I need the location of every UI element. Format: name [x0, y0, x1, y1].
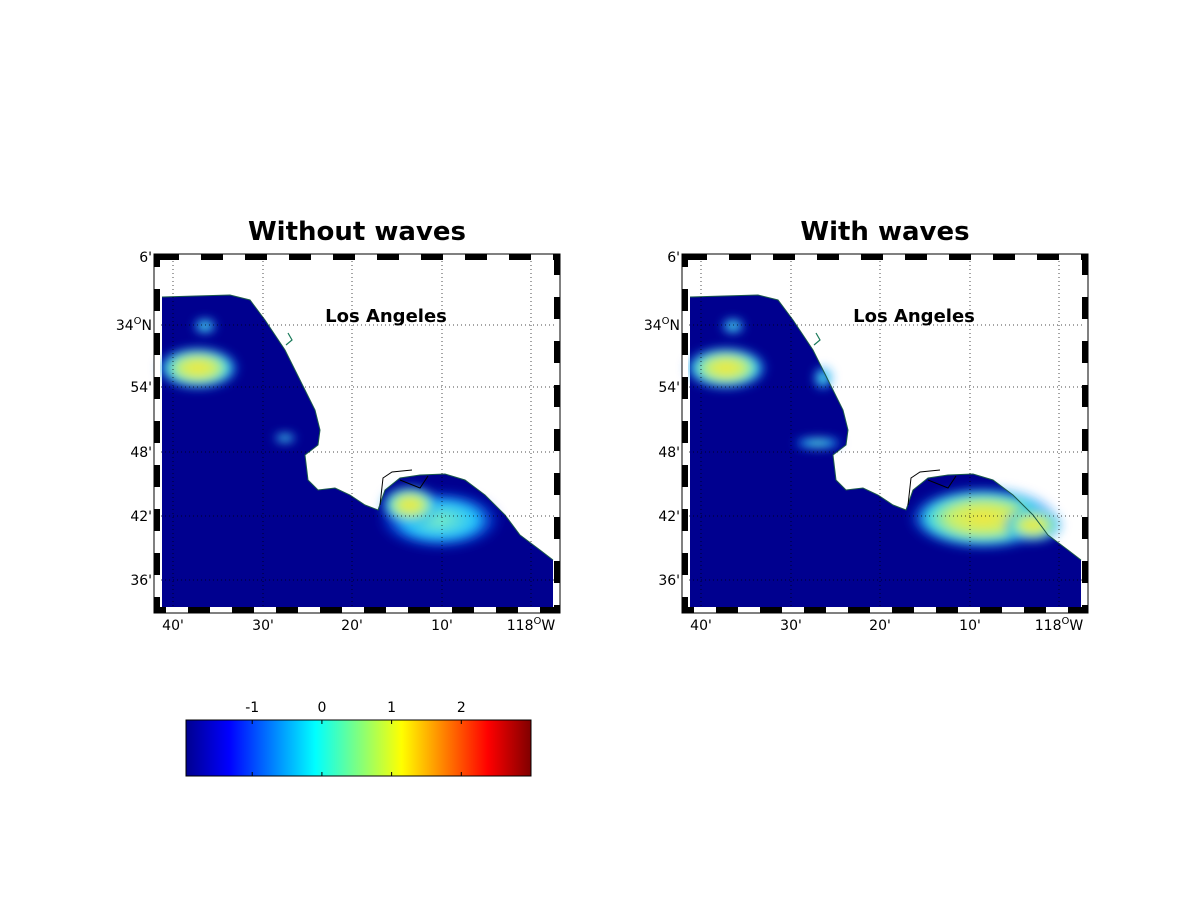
label-sup: O [134, 316, 142, 327]
label-main: 118 [1035, 618, 1062, 634]
label-main: 118 [507, 618, 534, 634]
tick-label: 34ON [116, 316, 152, 334]
label-main: 34 [644, 318, 662, 334]
label-sup: O [534, 616, 542, 627]
anomaly-blob [792, 437, 844, 449]
colorbar-tick-label: 1 [387, 700, 396, 716]
tick-label: 40' [162, 618, 184, 634]
label-main: 20' [869, 618, 891, 634]
colorbar-tick-label: 2 [457, 700, 466, 716]
label-main: 54' [130, 380, 152, 396]
colorbar: -1 0 1 2 [185, 700, 532, 777]
harbor [813, 332, 821, 346]
tick-label: 42' [658, 509, 680, 525]
tick-label: 10' [959, 618, 981, 634]
panel-title: Without waves [248, 217, 466, 247]
tick-label: 54' [130, 380, 152, 396]
label-main: 40' [690, 618, 712, 634]
tick-label: 36' [130, 573, 152, 589]
label-main: 30' [252, 618, 274, 634]
ocean [690, 295, 1081, 607]
label-main: 42' [658, 509, 680, 525]
label-suffix: W [541, 618, 555, 634]
label-main: 6' [139, 250, 152, 266]
anomaly-blob [156, 346, 240, 390]
label-main: 36' [658, 573, 680, 589]
tick-label: 10' [431, 618, 453, 634]
label-main: 20' [341, 618, 363, 634]
tick-label: 118OW [1035, 616, 1084, 634]
tick-label: 36' [658, 573, 680, 589]
colorbar-tick-label: 0 [317, 700, 326, 716]
label-main: 6' [667, 250, 680, 266]
label-main: 30' [780, 618, 802, 634]
tick-label: 6' [139, 250, 152, 266]
anomaly-blob [684, 346, 768, 390]
frame [153, 253, 561, 614]
colorbar-tick-label: -1 [245, 700, 259, 716]
harbor [379, 469, 429, 506]
place-label: Los Angeles [325, 306, 447, 327]
frame [154, 254, 560, 613]
tick-label: 48' [658, 445, 680, 461]
label-sup: O [1062, 616, 1070, 627]
label-main: 42' [130, 509, 152, 525]
label-main: 36' [130, 573, 152, 589]
tick-label: 48' [130, 445, 152, 461]
frame [682, 254, 1088, 613]
tick-label: 30' [780, 618, 802, 634]
label-main: 10' [959, 618, 981, 634]
label-main: 48' [658, 445, 680, 461]
harbor [285, 332, 293, 346]
field-anomaly [156, 318, 502, 550]
label-main: 54' [658, 380, 680, 396]
label-sup: O [662, 316, 670, 327]
tick-label: 54' [658, 380, 680, 396]
frame [681, 253, 1089, 614]
label-suffix: N [142, 318, 152, 334]
label-suffix: W [1069, 618, 1083, 634]
colorbar-scale [185, 719, 532, 777]
label-main: 40' [162, 618, 184, 634]
anomaly-blob [193, 318, 217, 334]
label-suffix: N [670, 318, 680, 334]
anomaly-blob [721, 318, 745, 334]
anomaly-blob [813, 366, 833, 390]
tick-label: 40' [690, 618, 712, 634]
tick-label: 30' [252, 618, 274, 634]
harbor [907, 469, 957, 506]
anomaly-blob [273, 433, 297, 443]
coastline [161, 294, 554, 561]
place-label: Los Angeles [853, 306, 975, 327]
label-main: 34 [116, 318, 134, 334]
tick-label: 6' [667, 250, 680, 266]
tick-label: 20' [341, 618, 363, 634]
tick-label: 42' [130, 509, 152, 525]
coastline [689, 294, 1082, 561]
ocean [162, 295, 553, 607]
label-main: 48' [130, 445, 152, 461]
anomaly-blob [1003, 507, 1063, 543]
tick-label: 118OW [507, 616, 556, 634]
label-main: 10' [431, 618, 453, 634]
tick-label: 34ON [644, 316, 680, 334]
panel-title: With waves [800, 217, 969, 247]
tick-label: 20' [869, 618, 891, 634]
anomaly-blob [380, 485, 440, 525]
